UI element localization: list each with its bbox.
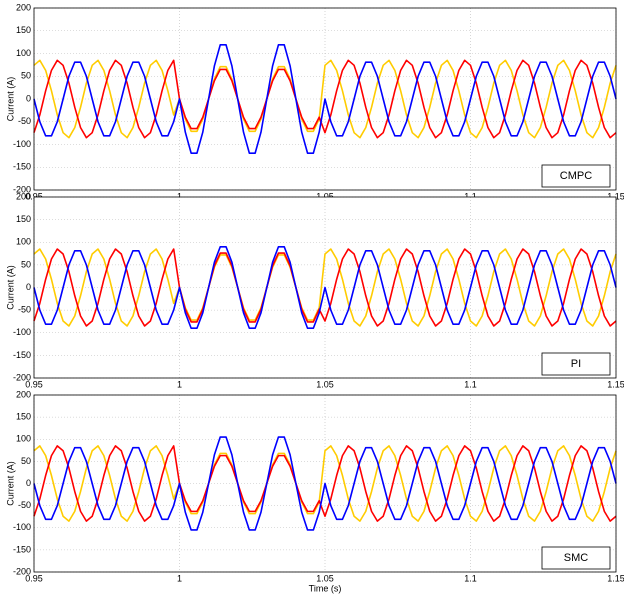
x-tick-label: 1.15 bbox=[607, 379, 624, 389]
y-tick-label: -150 bbox=[13, 162, 31, 172]
x-tick-label: 0.95 bbox=[25, 379, 43, 389]
current-line bbox=[33, 445, 617, 522]
y-tick-label: -50 bbox=[18, 305, 31, 315]
label-box bbox=[541, 546, 611, 570]
y-tick-label: 200 bbox=[16, 2, 31, 12]
y-tick-label: 150 bbox=[16, 412, 31, 422]
x-tick-label: 0.95 bbox=[25, 573, 43, 583]
current-line bbox=[33, 59, 617, 139]
y-tick-label: -150 bbox=[13, 350, 31, 360]
y-tick-label: 200 bbox=[16, 191, 31, 201]
x-tick-label: 1.1 bbox=[464, 191, 477, 201]
y-tick-label: -150 bbox=[13, 544, 31, 554]
y-tick-label: 0 bbox=[26, 478, 31, 488]
label-box bbox=[541, 164, 611, 188]
y-tick-label: -100 bbox=[13, 327, 31, 337]
x-tick-label: 1.15 bbox=[607, 573, 624, 583]
x-tick-label: 1.15 bbox=[607, 191, 624, 201]
plot-frame bbox=[33, 7, 617, 191]
method-label: PI bbox=[571, 358, 581, 370]
y-tick-label: 150 bbox=[16, 214, 31, 224]
current-line bbox=[33, 445, 617, 522]
current-line bbox=[33, 248, 617, 327]
method-label: SMC bbox=[564, 552, 589, 564]
y-axis-label: Current (A) bbox=[5, 77, 15, 122]
x-tick-label: 1.05 bbox=[316, 573, 334, 583]
y-tick-label: -100 bbox=[13, 522, 31, 532]
y-tick-label: 100 bbox=[16, 48, 31, 58]
y-tick-label: -200 bbox=[13, 566, 31, 576]
y-axis-label: Current (A) bbox=[5, 265, 15, 310]
current-line bbox=[33, 245, 617, 330]
x-tick-label: 1 bbox=[177, 573, 182, 583]
label-box bbox=[541, 352, 611, 376]
y-tick-label: 150 bbox=[16, 25, 31, 35]
current-line bbox=[33, 248, 617, 327]
x-axis-label: Time (s) bbox=[309, 583, 342, 593]
y-tick-label: 0 bbox=[26, 282, 31, 292]
x-tick-label: 0.95 bbox=[25, 191, 43, 201]
y-tick-label: -50 bbox=[18, 116, 31, 126]
x-tick-label: 1.1 bbox=[464, 379, 477, 389]
y-tick-label: 50 bbox=[21, 259, 31, 269]
y-tick-label: 50 bbox=[21, 456, 31, 466]
y-tick-label: -200 bbox=[13, 372, 31, 382]
y-tick-label: 100 bbox=[16, 434, 31, 444]
x-tick-label: 1.1 bbox=[464, 573, 477, 583]
x-tick-label: 1.05 bbox=[316, 191, 334, 201]
plot-frame bbox=[33, 394, 617, 573]
y-tick-label: 100 bbox=[16, 237, 31, 247]
x-tick-label: 1 bbox=[177, 379, 182, 389]
x-tick-label: 1.05 bbox=[316, 379, 334, 389]
method-label: CMPC bbox=[560, 170, 592, 182]
y-tick-label: 200 bbox=[16, 389, 31, 399]
y-tick-label: -200 bbox=[13, 184, 31, 194]
current-line bbox=[33, 59, 617, 139]
current-line bbox=[33, 44, 617, 154]
plot-frame bbox=[33, 196, 617, 379]
y-tick-label: -100 bbox=[13, 139, 31, 149]
x-tick-label: 1 bbox=[177, 191, 182, 201]
current-line bbox=[33, 436, 617, 531]
y-tick-label: 50 bbox=[21, 71, 31, 81]
y-axis-label: Current (A) bbox=[5, 461, 15, 506]
y-tick-label: -50 bbox=[18, 500, 31, 510]
y-tick-label: 0 bbox=[26, 93, 31, 103]
